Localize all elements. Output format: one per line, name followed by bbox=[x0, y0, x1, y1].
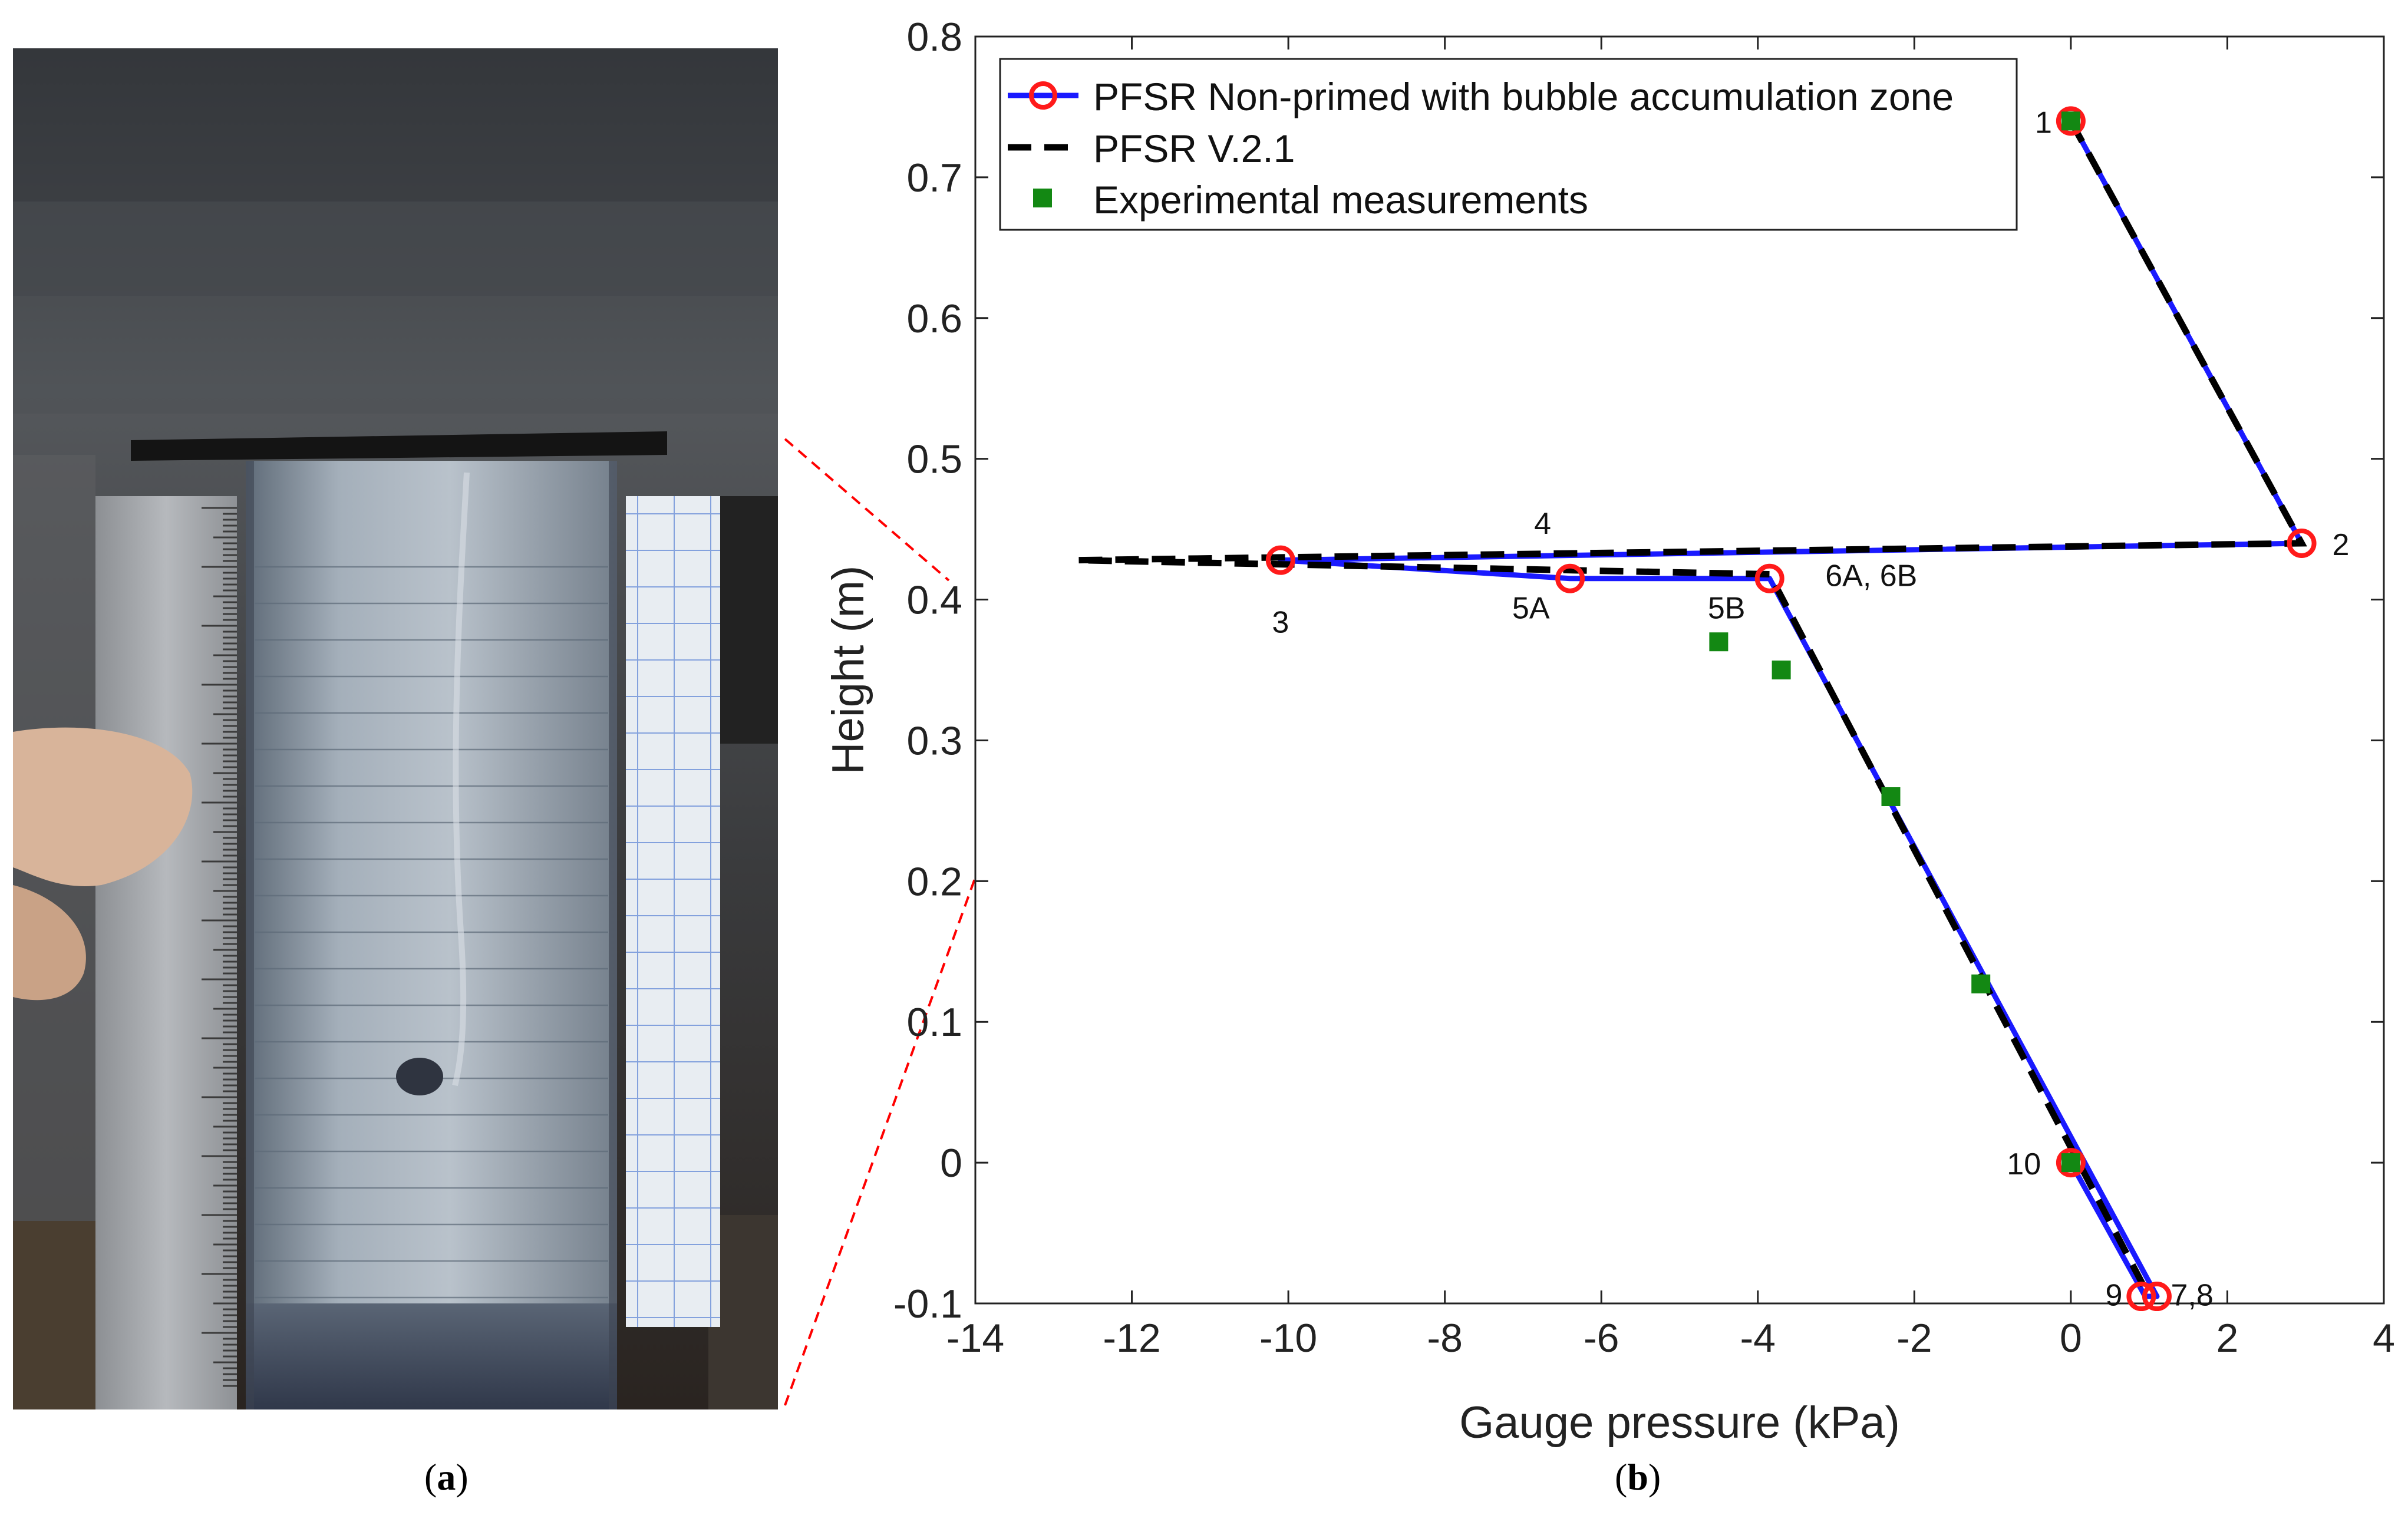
series-v21-line bbox=[1077, 119, 2307, 1298]
legend: PFSR Non-primed with bubble accumulation… bbox=[999, 58, 2018, 231]
node-marker bbox=[2056, 106, 2086, 136]
y-tick-label: 0.5 bbox=[906, 437, 962, 482]
tube bbox=[246, 461, 617, 1356]
legend-v21-label: PFSR V.2.1 bbox=[1093, 127, 1295, 170]
node-marker bbox=[1265, 545, 1295, 575]
node-annotation: 10 bbox=[2007, 1147, 2041, 1181]
experimental-point bbox=[1709, 632, 1729, 652]
y-tick-label: 0.3 bbox=[906, 718, 962, 763]
y-tick-label: 0.8 bbox=[906, 15, 962, 60]
top-plate bbox=[131, 431, 667, 461]
experimental-point bbox=[1772, 661, 1791, 679]
y-tick-label: 0.2 bbox=[906, 859, 962, 904]
y-tick-label: 0.7 bbox=[906, 156, 962, 200]
caption-b: (b) bbox=[1615, 1456, 1661, 1498]
node-annotation: 6A, 6B bbox=[1825, 559, 1917, 593]
node-annotation: 7,8 bbox=[2171, 1278, 2214, 1312]
node-annotation: 4 bbox=[1534, 507, 1551, 541]
x-tick-label: -6 bbox=[1584, 1316, 1619, 1361]
y-tick-label: -0.1 bbox=[893, 1282, 962, 1326]
y-tick-label: 0.4 bbox=[906, 578, 962, 623]
node-marker bbox=[2287, 529, 2317, 558]
hand bbox=[13, 727, 193, 887]
node-annotation: 9 bbox=[2105, 1278, 2122, 1312]
series-model-line bbox=[1278, 120, 2305, 1299]
x-tick-label: -14 bbox=[946, 1316, 1004, 1361]
x-tick-label: -10 bbox=[1259, 1316, 1317, 1361]
x-tick-label: -8 bbox=[1427, 1316, 1462, 1361]
y-tick-label: 0 bbox=[940, 1141, 962, 1186]
node-marker bbox=[1555, 563, 1585, 593]
photo-panel bbox=[13, 48, 778, 1409]
bubble bbox=[396, 1058, 443, 1095]
y-axis-label: Height (m) bbox=[823, 566, 873, 775]
node-annotation: 3 bbox=[1272, 605, 1289, 639]
legend-exp-label: Experimental measurements bbox=[1093, 178, 1588, 222]
node-marker bbox=[2056, 1148, 2086, 1178]
y-tick-label: 0.6 bbox=[906, 296, 962, 341]
x-tick-label: -2 bbox=[1896, 1316, 1932, 1361]
node-marker bbox=[2142, 1282, 2172, 1312]
caption-a: (a) bbox=[424, 1456, 469, 1498]
grid-paper bbox=[626, 496, 720, 1327]
node-marker bbox=[1754, 563, 1784, 593]
legend-exp-marker bbox=[1033, 189, 1052, 207]
x-tick-label: 0 bbox=[2060, 1316, 2082, 1361]
experimental-point bbox=[1971, 974, 1991, 993]
x-axis-label: Gauge pressure (kPa) bbox=[1459, 1398, 1900, 1448]
legend-model-marker bbox=[1029, 81, 1057, 110]
legend-box bbox=[999, 58, 2018, 231]
node-annotation: 5A bbox=[1512, 592, 1550, 626]
zoom-line-upper bbox=[784, 438, 950, 582]
ruler bbox=[95, 496, 237, 1409]
plot-area bbox=[974, 35, 2385, 1305]
node-annotation: 1 bbox=[2035, 105, 2052, 140]
x-tick-label: 4 bbox=[2373, 1316, 2395, 1361]
experimental-point bbox=[1881, 787, 1901, 806]
node-marker bbox=[2126, 1282, 2156, 1312]
experimental-point-overlay bbox=[2061, 111, 2080, 131]
y-tick-label: 0.1 bbox=[906, 1000, 962, 1045]
node-annotation: 5B bbox=[1708, 592, 1746, 626]
legend-model-label: PFSR Non-primed with bubble accumulation… bbox=[1093, 75, 1954, 118]
experimental-point-overlay bbox=[2061, 1153, 2080, 1173]
x-tick-label: 2 bbox=[2216, 1316, 2239, 1361]
x-tick-label: -12 bbox=[1103, 1316, 1160, 1361]
zoom-line-lower bbox=[784, 869, 979, 1406]
x-tick-label: -4 bbox=[1740, 1316, 1776, 1361]
node-annotation: 2 bbox=[2333, 528, 2350, 562]
